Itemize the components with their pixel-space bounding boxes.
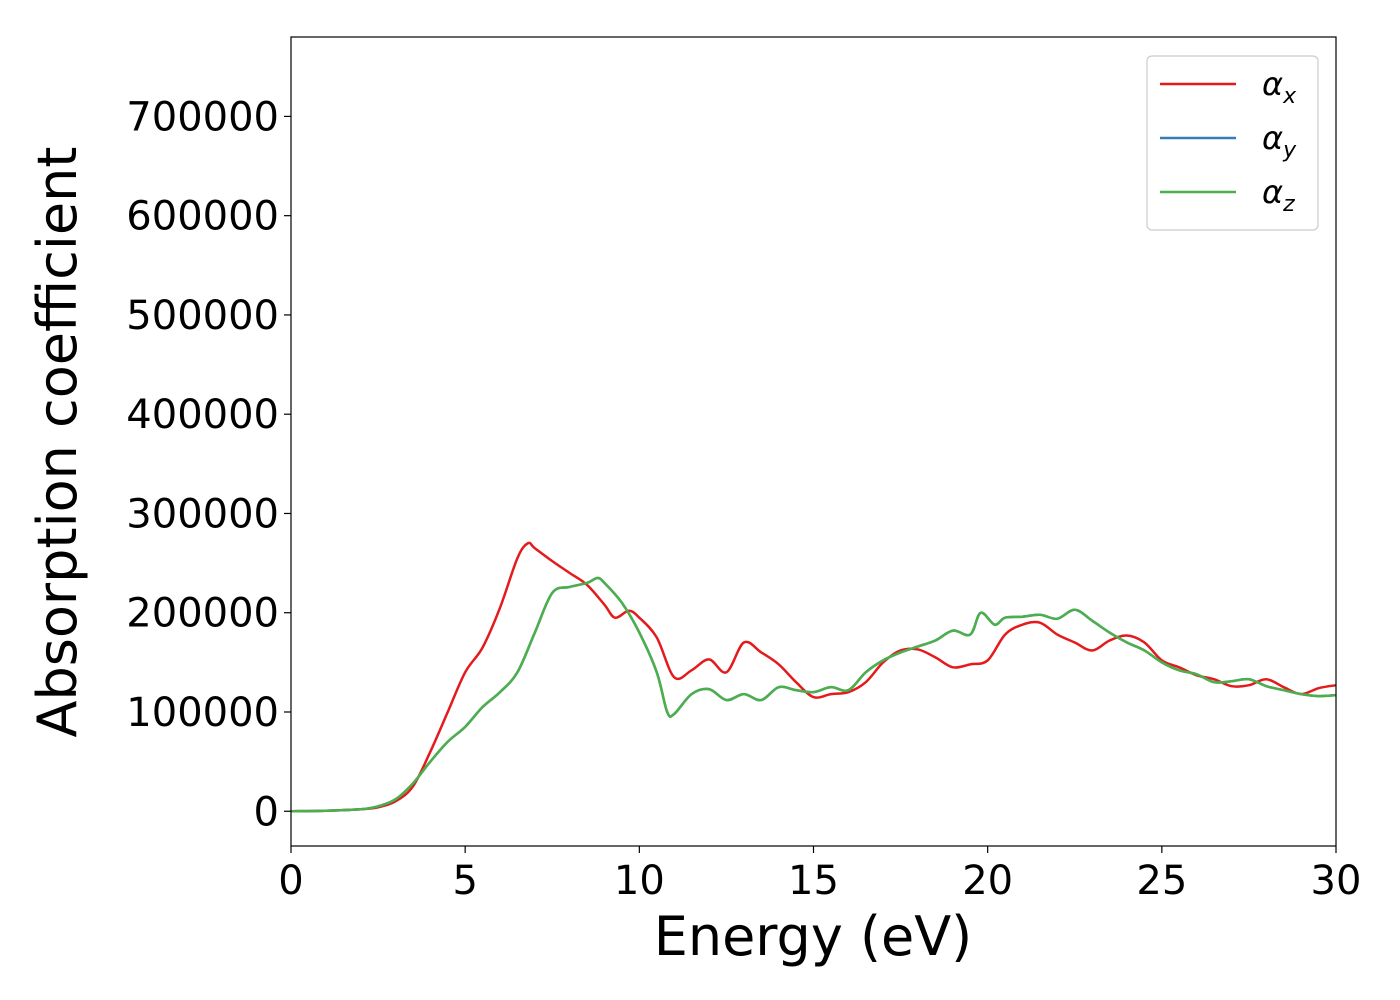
y-tick-label: 300000: [126, 491, 279, 537]
x-tick-label: 25: [1136, 858, 1187, 904]
y-tick-label: 500000: [126, 293, 279, 339]
legend-label-y: αy: [1262, 119, 1297, 163]
legend-label-x: αx: [1262, 65, 1297, 109]
y-axis-title: Absorption coefficient: [26, 147, 89, 738]
x-tick-label: 5: [452, 858, 477, 904]
legend-box: [1146, 55, 1319, 231]
y-tick-label: 200000: [126, 591, 279, 637]
x-tick-label: 15: [788, 858, 839, 904]
legend: αx αy αz: [1146, 55, 1319, 231]
series-line-x: [290, 541, 1337, 813]
y-tick-label: 600000: [126, 194, 279, 240]
y-tick-label: 100000: [126, 690, 279, 736]
x-axis: 0 5 10 15 20 25 30: [278, 846, 1361, 904]
x-axis-title: Energy (eV): [654, 905, 973, 968]
y-tick-label: 0: [254, 789, 279, 835]
x-tick-label: 20: [962, 858, 1013, 904]
series-line-z: [290, 576, 1337, 813]
series-layer: [290, 541, 1337, 813]
x-tick-label: 10: [614, 858, 665, 904]
y-axis: 0 100000 200000 300000 400000 500000 600000 700…: [126, 94, 291, 835]
x-tick-label: 30: [1311, 858, 1362, 904]
y-tick-label: 400000: [126, 392, 279, 438]
y-tick-label: 700000: [126, 94, 279, 140]
legend-label-z: αz: [1262, 173, 1295, 217]
x-tick-label: 0: [278, 858, 303, 904]
